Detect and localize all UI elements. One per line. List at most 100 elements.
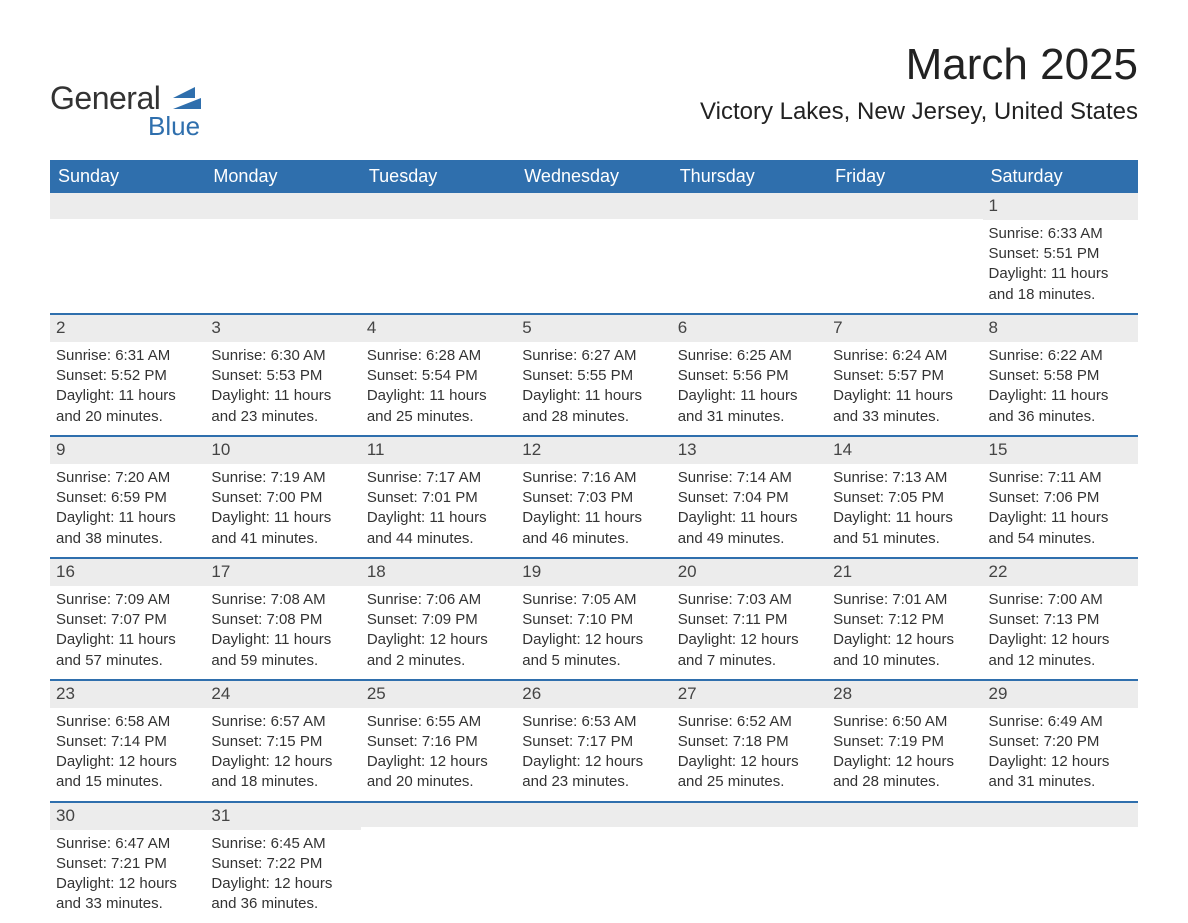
calendar-cell: 8Sunrise: 6:22 AMSunset: 5:58 PMDaylight… — [983, 313, 1138, 435]
calendar-cell: 24Sunrise: 6:57 AMSunset: 7:15 PMDayligh… — [205, 679, 360, 801]
calendar-header-row: SundayMondayTuesdayWednesdayThursdayFrid… — [50, 160, 1138, 193]
daylight-line: Daylight: 12 hours and 31 minutes. — [989, 752, 1132, 793]
calendar-week-row: 30Sunrise: 6:47 AMSunset: 7:21 PMDayligh… — [50, 801, 1138, 923]
calendar-cell: 10Sunrise: 7:19 AMSunset: 7:00 PMDayligh… — [205, 435, 360, 557]
sunset-line: Sunset: 7:15 PM — [211, 732, 354, 752]
empty-cell — [205, 219, 360, 299]
day-number-bar: 7 — [827, 313, 982, 342]
sunrise-line: Sunrise: 6:53 AM — [522, 712, 665, 732]
day-content: Sunrise: 6:53 AMSunset: 7:17 PMDaylight:… — [516, 708, 671, 801]
day-number-bar — [983, 801, 1138, 827]
calendar-cell: 17Sunrise: 7:08 AMSunset: 7:08 PMDayligh… — [205, 557, 360, 679]
day-content: Sunrise: 6:55 AMSunset: 7:16 PMDaylight:… — [361, 708, 516, 801]
sunrise-line: Sunrise: 6:55 AM — [367, 712, 510, 732]
sunset-line: Sunset: 7:19 PM — [833, 732, 976, 752]
day-number-bar: 1 — [983, 193, 1138, 220]
empty-cell — [827, 219, 982, 299]
day-content: Sunrise: 6:30 AMSunset: 5:53 PMDaylight:… — [205, 342, 360, 435]
day-content: Sunrise: 6:28 AMSunset: 5:54 PMDaylight:… — [361, 342, 516, 435]
sunrise-line: Sunrise: 7:16 AM — [522, 468, 665, 488]
sunrise-line: Sunrise: 6:45 AM — [211, 834, 354, 854]
day-content: Sunrise: 7:11 AMSunset: 7:06 PMDaylight:… — [983, 464, 1138, 557]
day-number-bar: 24 — [205, 679, 360, 708]
sunset-line: Sunset: 5:53 PM — [211, 366, 354, 386]
calendar-week-row: 2Sunrise: 6:31 AMSunset: 5:52 PMDaylight… — [50, 313, 1138, 435]
day-content: Sunrise: 6:25 AMSunset: 5:56 PMDaylight:… — [672, 342, 827, 435]
daylight-line: Daylight: 12 hours and 33 minutes. — [56, 874, 199, 915]
sunset-line: Sunset: 7:07 PM — [56, 610, 199, 630]
day-header: Tuesday — [361, 160, 516, 193]
daylight-line: Daylight: 12 hours and 28 minutes. — [833, 752, 976, 793]
day-content: Sunrise: 7:09 AMSunset: 7:07 PMDaylight:… — [50, 586, 205, 679]
day-number-bar: 9 — [50, 435, 205, 464]
day-number-bar: 14 — [827, 435, 982, 464]
sunrise-line: Sunrise: 6:57 AM — [211, 712, 354, 732]
day-content: Sunrise: 7:20 AMSunset: 6:59 PMDaylight:… — [50, 464, 205, 557]
daylight-line: Daylight: 11 hours and 57 minutes. — [56, 630, 199, 671]
calendar-cell: 19Sunrise: 7:05 AMSunset: 7:10 PMDayligh… — [516, 557, 671, 679]
daylight-line: Daylight: 11 hours and 23 minutes. — [211, 386, 354, 427]
daylight-line: Daylight: 11 hours and 46 minutes. — [522, 508, 665, 549]
daylight-line: Daylight: 12 hours and 15 minutes. — [56, 752, 199, 793]
sunset-line: Sunset: 5:52 PM — [56, 366, 199, 386]
day-number-bar: 13 — [672, 435, 827, 464]
calendar-cell: 16Sunrise: 7:09 AMSunset: 7:07 PMDayligh… — [50, 557, 205, 679]
calendar-cell: 12 Sunrise: 7:16 AMSunset: 7:03 PMDayligh… — [516, 435, 671, 557]
sunset-line: Sunset: 7:20 PM — [989, 732, 1132, 752]
day-content: Sunrise: 6:33 AMSunset: 5:51 PMDaylight:… — [983, 220, 1138, 313]
sunrise-line: Sunrise: 6:50 AM — [833, 712, 976, 732]
daylight-line: Daylight: 11 hours and 33 minutes. — [833, 386, 976, 427]
calendar-cell: 9Sunrise: 7:20 AMSunset: 6:59 PMDaylight… — [50, 435, 205, 557]
calendar-cell: 14Sunrise: 7:13 AMSunset: 7:05 PMDayligh… — [827, 435, 982, 557]
day-number-bar — [50, 193, 205, 219]
day-header: Wednesday — [516, 160, 671, 193]
sunset-line: Sunset: 7:04 PM — [678, 488, 821, 508]
sunrise-line: Sunrise: 7:01 AM — [833, 590, 976, 610]
calendar-cell — [361, 193, 516, 313]
day-number-bar: 12 — [516, 435, 671, 464]
calendar-cell: 2Sunrise: 6:31 AMSunset: 5:52 PMDaylight… — [50, 313, 205, 435]
sunrise-line: Sunrise: 6:25 AM — [678, 346, 821, 366]
sunset-line: Sunset: 7:06 PM — [989, 488, 1132, 508]
sunrise-line: Sunrise: 6:22 AM — [989, 346, 1132, 366]
sunset-line: Sunset: 7:09 PM — [367, 610, 510, 630]
sunset-line: Sunset: 5:56 PM — [678, 366, 821, 386]
calendar-cell: 1Sunrise: 6:33 AMSunset: 5:51 PMDaylight… — [983, 193, 1138, 313]
sunset-line: Sunset: 7:18 PM — [678, 732, 821, 752]
day-number-bar: 8 — [983, 313, 1138, 342]
day-content: Sunrise: 6:52 AMSunset: 7:18 PMDaylight:… — [672, 708, 827, 801]
sunset-line: Sunset: 5:55 PM — [522, 366, 665, 386]
day-content: Sunrise: 7:00 AMSunset: 7:13 PMDaylight:… — [983, 586, 1138, 679]
calendar-body: 1Sunrise: 6:33 AMSunset: 5:51 PMDaylight… — [50, 193, 1138, 923]
page-title: March 2025 — [700, 40, 1138, 90]
day-number-bar: 18 — [361, 557, 516, 586]
day-content: Sunrise: 7:13 AMSunset: 7:05 PMDaylight:… — [827, 464, 982, 557]
sunset-line: Sunset: 7:21 PM — [56, 854, 199, 874]
calendar-cell — [361, 801, 516, 923]
calendar-cell: 25Sunrise: 6:55 AMSunset: 7:16 PMDayligh… — [361, 679, 516, 801]
daylight-line: Daylight: 11 hours and 25 minutes. — [367, 386, 510, 427]
daylight-line: Daylight: 11 hours and 49 minutes. — [678, 508, 821, 549]
calendar-cell: 21Sunrise: 7:01 AMSunset: 7:12 PMDayligh… — [827, 557, 982, 679]
calendar-cell: 18Sunrise: 7:06 AMSunset: 7:09 PMDayligh… — [361, 557, 516, 679]
day-number-bar: 20 — [672, 557, 827, 586]
day-content: Sunrise: 7:03 AMSunset: 7:11 PMDaylight:… — [672, 586, 827, 679]
day-content: Sunrise: 6:27 AMSunset: 5:55 PMDaylight:… — [516, 342, 671, 435]
sunrise-line: Sunrise: 7:05 AM — [522, 590, 665, 610]
calendar-cell — [516, 193, 671, 313]
sunrise-line: Sunrise: 7:20 AM — [56, 468, 199, 488]
day-number-bar: 4 — [361, 313, 516, 342]
calendar-cell: 4Sunrise: 6:28 AMSunset: 5:54 PMDaylight… — [361, 313, 516, 435]
calendar-cell — [50, 193, 205, 313]
sunrise-line: Sunrise: 7:13 AM — [833, 468, 976, 488]
sunrise-line: Sunrise: 6:49 AM — [989, 712, 1132, 732]
day-number-bar — [827, 193, 982, 219]
day-number-bar: 22 — [983, 557, 1138, 586]
day-number-bar — [205, 193, 360, 219]
calendar-cell — [516, 801, 671, 923]
sunrise-line: Sunrise: 6:47 AM — [56, 834, 199, 854]
logo-text-general: General — [50, 80, 160, 116]
daylight-line: Daylight: 11 hours and 20 minutes. — [56, 386, 199, 427]
sunset-line: Sunset: 7:03 PM — [522, 488, 665, 508]
day-number-bar — [672, 193, 827, 219]
